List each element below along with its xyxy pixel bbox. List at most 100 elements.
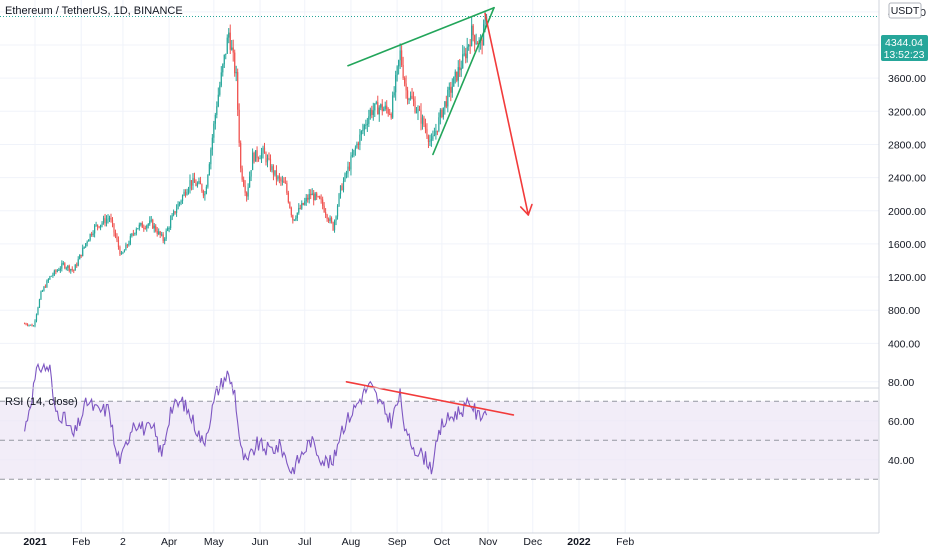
candle-body xyxy=(202,191,205,196)
candle-body xyxy=(122,252,124,254)
candle-body xyxy=(214,114,216,124)
candle-body xyxy=(235,72,237,74)
candle-body xyxy=(409,95,412,100)
candle-body xyxy=(55,270,57,272)
rsi-tick-label: 80.00 xyxy=(888,377,914,389)
candle-body xyxy=(225,53,227,55)
candle-body xyxy=(143,227,145,229)
rsi-divergence-line xyxy=(345,380,515,416)
candle-body xyxy=(174,211,176,213)
candle-body xyxy=(257,158,260,159)
candle-body xyxy=(259,158,261,160)
candle-body xyxy=(99,224,102,228)
candle-body xyxy=(65,267,67,269)
candle-body xyxy=(284,182,286,184)
candle-body xyxy=(335,216,337,221)
candle-body xyxy=(105,219,108,224)
candle-body xyxy=(25,323,27,325)
candle-body xyxy=(481,39,483,46)
candle-body xyxy=(441,110,443,117)
candle-body xyxy=(383,108,385,112)
candle-body xyxy=(23,323,26,325)
candle-body xyxy=(41,290,44,292)
candle-body xyxy=(447,89,449,107)
candle-body xyxy=(380,104,382,108)
currency-button[interactable]: USDT xyxy=(888,2,922,19)
candle-body xyxy=(241,168,243,180)
candle-body xyxy=(347,166,349,174)
price-tick-label: 2400.00 xyxy=(888,173,926,185)
candle-body xyxy=(171,215,173,220)
time-tick-label: May xyxy=(204,536,225,548)
candle-body xyxy=(317,196,319,198)
candle-body xyxy=(253,152,255,162)
candle-body xyxy=(104,218,106,224)
candle-body xyxy=(111,220,114,224)
candle-body xyxy=(123,250,126,253)
candle-body xyxy=(232,47,234,53)
candle-body xyxy=(71,269,73,270)
price-tick-label: 1600.00 xyxy=(888,239,926,251)
currency-button-label[interactable]: USDT xyxy=(891,5,920,17)
candle-body xyxy=(116,236,118,241)
candle-body xyxy=(70,269,72,271)
candle-body xyxy=(110,218,112,221)
candle-body xyxy=(161,234,163,236)
time-tick-label: 2021 xyxy=(23,536,47,548)
candle-body xyxy=(56,270,58,272)
candle-body xyxy=(250,170,252,177)
candle-body xyxy=(132,233,134,235)
candle-body xyxy=(322,199,324,206)
candle-body xyxy=(471,25,473,46)
rsi-title: RSI (14, close) xyxy=(5,396,78,408)
candle-body xyxy=(432,136,434,140)
candle-body xyxy=(392,95,394,118)
price-tick-label: 2000.00 xyxy=(888,206,926,218)
candle-body xyxy=(278,176,281,179)
candle-body xyxy=(144,228,146,229)
candle-body xyxy=(265,153,267,163)
candle-body xyxy=(462,54,464,69)
lower-trendline xyxy=(432,6,495,156)
candle-body xyxy=(102,218,105,223)
candle-body xyxy=(243,179,245,186)
candle-body xyxy=(67,265,69,268)
candle-body xyxy=(59,268,61,271)
candle-body xyxy=(198,181,200,184)
candle-body xyxy=(134,233,136,235)
candle-body xyxy=(85,243,87,247)
candle-body xyxy=(196,183,199,186)
candle-body xyxy=(412,98,415,102)
candle-body xyxy=(304,201,306,205)
currency-button-box[interactable] xyxy=(888,2,922,19)
candle-body xyxy=(329,217,331,222)
candle-body xyxy=(375,102,377,104)
price-tick-label: 400.00 xyxy=(888,338,920,350)
candle-body xyxy=(131,233,133,237)
candle-body xyxy=(40,291,42,300)
candle-body xyxy=(404,78,406,84)
candle-body xyxy=(32,325,35,327)
candle-body xyxy=(186,192,188,196)
candle-body xyxy=(92,233,94,236)
candle-body xyxy=(61,263,63,269)
candle-body xyxy=(128,243,130,246)
candle-body xyxy=(356,143,358,148)
candle-body xyxy=(332,222,334,231)
candle-body xyxy=(50,275,52,277)
candle-body xyxy=(76,264,78,266)
candle-body xyxy=(474,35,476,44)
candle-body xyxy=(283,180,285,183)
candle-body xyxy=(201,184,203,192)
candle-body xyxy=(146,225,148,229)
candle-body xyxy=(177,203,179,210)
candle-body xyxy=(454,71,456,77)
candle-body xyxy=(58,270,60,271)
candle-body xyxy=(424,125,427,129)
candle-body xyxy=(216,106,218,115)
candle-body xyxy=(363,125,365,130)
candle-body xyxy=(89,233,91,240)
candle-body xyxy=(43,286,45,291)
candle-body xyxy=(195,182,197,186)
